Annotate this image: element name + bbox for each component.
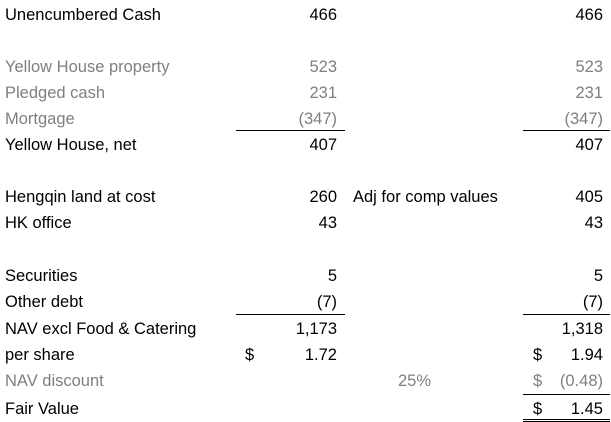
table-row-nav-discount: NAV discount 25% $ (0.48) bbox=[0, 368, 611, 394]
total-rule-adjusted bbox=[523, 314, 610, 315]
table-row-yellow-house-net: Yellow House, net 407 407 bbox=[0, 132, 611, 158]
adjustment-note: Adj for comp values bbox=[353, 188, 498, 206]
row-label: Securities bbox=[5, 267, 78, 285]
adjusted-value: 43 bbox=[584, 214, 603, 232]
cost-value: 1,173 bbox=[295, 320, 337, 338]
adjusted-value: 407 bbox=[575, 136, 603, 154]
row-label: Hengqin land at cost bbox=[5, 188, 156, 206]
double-rule-top bbox=[523, 419, 610, 420]
adjusted-value: (7) bbox=[582, 293, 603, 311]
currency-symbol: $ bbox=[533, 346, 543, 364]
row-label: NAV excl Food & Catering bbox=[5, 320, 197, 338]
adjusted-value: (0.48) bbox=[559, 372, 603, 390]
table-row-pledged-cash: Pledged cash 231 231 bbox=[0, 80, 611, 106]
cost-value: 523 bbox=[309, 58, 337, 76]
adjusted-value: 466 bbox=[575, 6, 603, 24]
cost-value: 466 bbox=[309, 6, 337, 24]
adjusted-value: 1,318 bbox=[561, 320, 603, 338]
row-label: Other debt bbox=[5, 293, 83, 311]
table-row-other-debt: Other debt (7) (7) bbox=[0, 289, 611, 315]
row-label: Unencumbered Cash bbox=[5, 6, 161, 24]
cost-value: (7) bbox=[316, 293, 337, 311]
table-row-yellow-house-property: Yellow House property 523 523 bbox=[0, 54, 611, 80]
adjusted-value: 405 bbox=[575, 188, 603, 206]
row-label: Yellow House property bbox=[5, 58, 170, 76]
subtotal-rule-adjusted bbox=[523, 130, 610, 131]
table-row-fair-value: Fair Value $ 1.45 bbox=[0, 396, 611, 422]
table-row-mortgage: Mortgage (347) (347) bbox=[0, 106, 611, 132]
table-row-hengqin-land: Hengqin land at cost 260 Adj for comp va… bbox=[0, 184, 611, 210]
row-label: per share bbox=[5, 346, 75, 364]
cost-value: 407 bbox=[309, 136, 337, 154]
cost-value: 1.72 bbox=[304, 346, 337, 364]
adjusted-value: 523 bbox=[575, 58, 603, 76]
cost-value: 43 bbox=[318, 214, 337, 232]
row-label: Fair Value bbox=[5, 400, 79, 418]
row-label: NAV discount bbox=[5, 372, 104, 390]
cost-value: 5 bbox=[327, 267, 337, 285]
currency-symbol: $ bbox=[533, 400, 543, 418]
fair-value-rule bbox=[523, 394, 610, 395]
row-label: Yellow House, net bbox=[5, 136, 137, 154]
adjusted-value: 1.45 bbox=[570, 400, 603, 418]
cost-value: 260 bbox=[309, 188, 337, 206]
table-row-unencumbered-cash: Unencumbered Cash 466 466 bbox=[0, 2, 611, 28]
row-label: HK office bbox=[5, 214, 72, 232]
currency-symbol: $ bbox=[245, 346, 255, 364]
subtotal-rule-cost bbox=[236, 130, 345, 131]
adjusted-value: 1.94 bbox=[570, 346, 603, 364]
total-rule-cost bbox=[236, 314, 345, 315]
adjusted-value: 5 bbox=[593, 267, 603, 285]
row-label: Pledged cash bbox=[5, 84, 105, 102]
cost-value: (347) bbox=[298, 110, 337, 128]
table-row-per-share: per share $ 1.72 $ 1.94 bbox=[0, 342, 611, 368]
table-row-hk-office: HK office 43 43 bbox=[0, 210, 611, 236]
row-label: Mortgage bbox=[5, 110, 75, 128]
adjusted-value: 231 bbox=[575, 84, 603, 102]
cost-value: 231 bbox=[309, 84, 337, 102]
table-row-securities: Securities 5 5 bbox=[0, 263, 611, 289]
table-row-nav-excl: NAV excl Food & Catering 1,173 1,318 bbox=[0, 316, 611, 342]
discount-percent: 25% bbox=[397, 372, 431, 390]
adjusted-value: (347) bbox=[564, 110, 603, 128]
currency-symbol: $ bbox=[533, 372, 543, 390]
